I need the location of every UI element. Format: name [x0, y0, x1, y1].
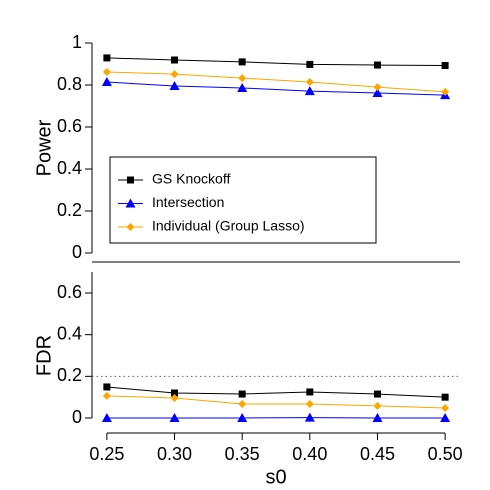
- legend-marker: [126, 223, 135, 231]
- marker: [101, 77, 112, 87]
- marker: [373, 390, 381, 398]
- marker: [304, 412, 315, 422]
- y-tick-label: 0.4: [57, 323, 82, 343]
- marker: [101, 413, 112, 422]
- y-tick-label: 0.6: [57, 282, 82, 302]
- marker: [440, 413, 451, 422]
- x-tick-label: 0.30: [157, 444, 192, 464]
- marker: [305, 78, 314, 87]
- y-axis-label: Power: [33, 119, 55, 176]
- marker: [103, 383, 111, 391]
- marker: [170, 70, 179, 79]
- marker: [373, 61, 381, 69]
- marker: [441, 61, 449, 69]
- y-tick-label: 0.8: [57, 74, 82, 94]
- marker: [171, 56, 179, 64]
- marker: [103, 54, 111, 62]
- marker: [441, 87, 450, 96]
- marker: [373, 83, 382, 92]
- marker: [171, 389, 179, 397]
- x-tick-label: 0.25: [89, 444, 124, 464]
- marker: [372, 413, 383, 422]
- marker: [305, 400, 314, 409]
- x-tick-label: 0.45: [360, 444, 395, 464]
- marker: [237, 413, 248, 422]
- marker: [102, 391, 111, 400]
- marker: [238, 58, 246, 66]
- y-tick-label: 0.6: [57, 116, 82, 136]
- marker: [170, 394, 179, 402]
- marker: [102, 67, 111, 76]
- series-line: [106, 395, 446, 409]
- x-tick-label: 0.40: [292, 444, 327, 464]
- x-tick-label: 0.50: [428, 444, 463, 464]
- y-axis-label: FDR: [33, 335, 55, 376]
- x-axis-label: s0: [265, 466, 286, 488]
- marker: [238, 74, 247, 83]
- marker: [373, 401, 382, 410]
- marker: [372, 87, 383, 97]
- legend-marker: [127, 176, 134, 184]
- marker: [306, 388, 314, 396]
- marker: [169, 81, 180, 91]
- marker: [238, 390, 246, 398]
- marker: [237, 82, 248, 92]
- legend-label: GS Knockoff: [152, 171, 230, 187]
- marker: [441, 404, 450, 412]
- marker: [306, 60, 314, 68]
- y-tick-label: 0.2: [57, 365, 82, 385]
- series-line: [106, 81, 446, 96]
- marker: [238, 400, 247, 409]
- series-line: [106, 71, 446, 93]
- legend-label: Intersection: [152, 194, 224, 210]
- y-tick-label: 0: [72, 242, 82, 262]
- marker: [169, 413, 180, 422]
- marker: [304, 86, 315, 96]
- legend-box: [109, 156, 377, 244]
- y-tick-label: 0: [72, 407, 82, 427]
- legend-marker: [125, 198, 136, 208]
- series-line: [106, 57, 446, 66]
- y-tick-label: 0.4: [57, 158, 82, 178]
- series-line: [106, 386, 446, 398]
- y-tick-label: 1: [72, 32, 82, 52]
- y-tick-label: 0.2: [57, 200, 82, 220]
- marker: [441, 393, 449, 401]
- x-tick-label: 0.35: [225, 444, 260, 464]
- legend-label: Individual (Group Lasso): [152, 218, 305, 234]
